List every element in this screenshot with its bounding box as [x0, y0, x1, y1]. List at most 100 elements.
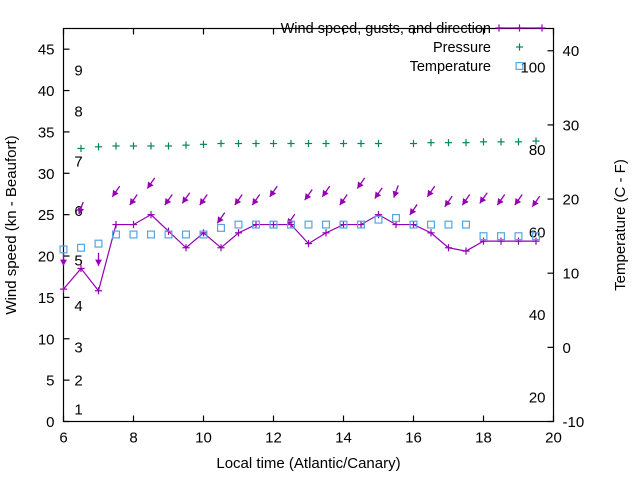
gust-arrow-head: [339, 198, 347, 206]
x-tick-label: 8: [129, 430, 137, 447]
gust-arrow-head: [409, 207, 417, 216]
y-tick-label-left: 5: [46, 373, 54, 390]
gust-arrow-head: [147, 181, 154, 189]
temperature-point: [444, 220, 453, 229]
temperature-point: [76, 243, 85, 252]
gust-arrow-head: [77, 207, 85, 215]
temperature-point: [129, 230, 138, 239]
gust-arrow-head: [392, 190, 400, 198]
temperature-point: [392, 213, 401, 222]
y-tick-label-left: 10: [38, 331, 55, 348]
legend-label-0: Wind speed, gusts, and direction: [281, 21, 491, 37]
x-tick-label: 12: [265, 430, 282, 447]
gust-arrow-head: [479, 196, 487, 204]
x-tick-label: 14: [335, 430, 352, 447]
temperature-point: [287, 220, 296, 229]
gust-arrow-head: [374, 191, 382, 199]
temperature-point: [427, 220, 436, 229]
beaufort-label: 5: [74, 253, 82, 270]
temperature-point: [357, 220, 366, 229]
y-tick-label-right-celsius: -10: [563, 414, 585, 431]
legend-label-2: Temperature: [410, 59, 491, 75]
y-axis-title-left: Wind speed (kn - Beaufort): [3, 135, 20, 314]
x-tick-label: 16: [405, 430, 422, 447]
gust-arrow-head: [514, 198, 522, 206]
y-tick-label-right-celsius: 0: [563, 340, 571, 357]
x-axis-title: Local time (Atlantic/Canary): [216, 455, 400, 472]
y-tick-label-left: 35: [38, 124, 55, 141]
temperature-point: [374, 215, 383, 224]
beaufort-label: 9: [74, 62, 82, 79]
beaufort-label: 2: [74, 373, 82, 390]
gust-arrow-head: [462, 198, 469, 206]
legend-swatch-temperature: [515, 61, 524, 70]
plot-frame: [62, 27, 555, 423]
temperature-point: [94, 239, 103, 248]
temperature-point: [531, 232, 540, 241]
y-tick-label-right-celsius: 20: [563, 192, 580, 209]
y-tick-label-left: 20: [38, 249, 55, 266]
y-tick-label-right-celsius: 40: [563, 43, 580, 60]
temperature-point: [479, 232, 488, 241]
y-tick-label-left: 30: [38, 166, 55, 183]
x-tick-label: 10: [195, 430, 212, 447]
gust-arrow-head: [60, 259, 67, 266]
y-tick-label-left: 15: [38, 290, 55, 307]
gust-arrow-head: [182, 196, 189, 204]
temperature-point: [199, 230, 208, 239]
beaufort-label: 4: [74, 298, 82, 315]
y-tick-label-left: 45: [38, 42, 55, 59]
gust-arrow-head: [164, 198, 172, 206]
x-tick-label: 6: [59, 430, 67, 447]
y-tick-label-left: 0: [46, 414, 54, 431]
temperature-point: [234, 220, 243, 229]
temperature-point: [217, 223, 226, 232]
x-tick-label: 20: [545, 430, 562, 447]
fahrenheit-label: 20: [529, 389, 546, 406]
temperature-point: [59, 245, 68, 254]
y-axis-title-right: Temperature (C - F): [612, 159, 629, 291]
temperature-point: [322, 220, 331, 229]
beaufort-label: 8: [74, 104, 82, 121]
legend-label-1: Pressure: [433, 40, 491, 56]
beaufort-label: 3: [74, 340, 82, 357]
y-tick-label-left: 25: [38, 207, 55, 224]
gust-arrow-head: [532, 199, 539, 207]
y-tick-label-right-celsius: 30: [563, 117, 580, 134]
gust-arrow-head: [95, 259, 102, 266]
temperature-point: [304, 220, 313, 229]
gust-arrow-head: [444, 199, 452, 207]
gust-arrow-head: [269, 189, 277, 197]
temperature-point: [111, 230, 120, 239]
temperature-point: [462, 220, 471, 229]
y-tick-label-left: 40: [38, 83, 55, 100]
x-tick-label: 18: [475, 430, 492, 447]
temperature-point: [514, 232, 523, 241]
fahrenheit-label: 40: [529, 307, 546, 324]
gust-arrow-head: [199, 198, 207, 206]
gust-arrow-head: [304, 193, 312, 201]
gust-arrow-head: [234, 198, 242, 206]
temperature-point: [269, 220, 278, 229]
y-tick-label-right-celsius: 10: [563, 266, 580, 283]
gust-arrow-head: [112, 189, 119, 197]
gust-arrow-head: [322, 189, 329, 197]
gust-arrow-head: [252, 198, 259, 206]
temperature-point: [497, 232, 506, 241]
gust-arrow-head: [357, 181, 364, 189]
wind-speed-line: [63, 213, 536, 293]
temperature-point: [252, 220, 261, 229]
gust-arrow-head: [217, 216, 224, 224]
gust-arrow-head: [497, 198, 504, 206]
fahrenheit-label: 80: [529, 142, 546, 159]
temperature-point: [182, 230, 191, 239]
temperature-point: [164, 230, 173, 239]
temperature-point: [409, 220, 418, 229]
temperature-point: [339, 220, 348, 229]
gust-arrow-head: [129, 198, 137, 206]
gust-arrow-head: [427, 189, 434, 197]
temperature-point: [147, 230, 156, 239]
beaufort-label: 7: [74, 153, 82, 170]
